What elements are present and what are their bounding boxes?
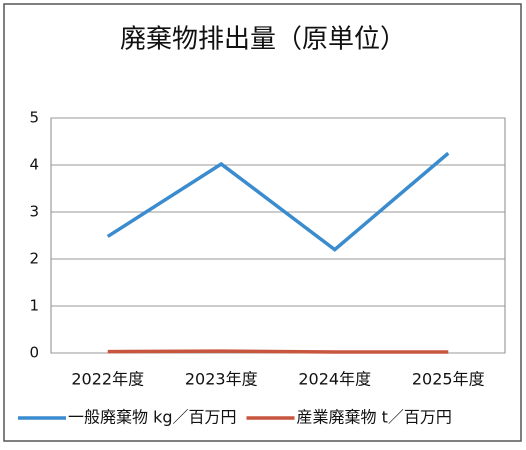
y-tick-label: 5 xyxy=(29,109,39,127)
series-line xyxy=(106,151,450,252)
y-tick-label: 3 xyxy=(29,203,39,221)
y-tick-label: 0 xyxy=(29,344,39,362)
x-tick-label: 2025年度 xyxy=(412,370,485,389)
x-tick-label: 2024年度 xyxy=(298,370,371,389)
chart-frame xyxy=(3,3,522,442)
legend-label: 産業廃棄物 t／百万円 xyxy=(297,408,452,427)
series-line xyxy=(107,349,449,354)
chart-title: 廃棄物排出量（原単位） xyxy=(120,25,406,55)
x-tick-label: 2022年度 xyxy=(71,370,144,389)
legend-label: 一般廃棄物 kg／百万円 xyxy=(68,408,237,427)
y-tick-label: 1 xyxy=(29,297,39,315)
y-tick-label: 4 xyxy=(29,156,39,174)
x-tick-label: 2023年度 xyxy=(185,370,258,389)
y-tick-label: 2 xyxy=(29,250,39,268)
